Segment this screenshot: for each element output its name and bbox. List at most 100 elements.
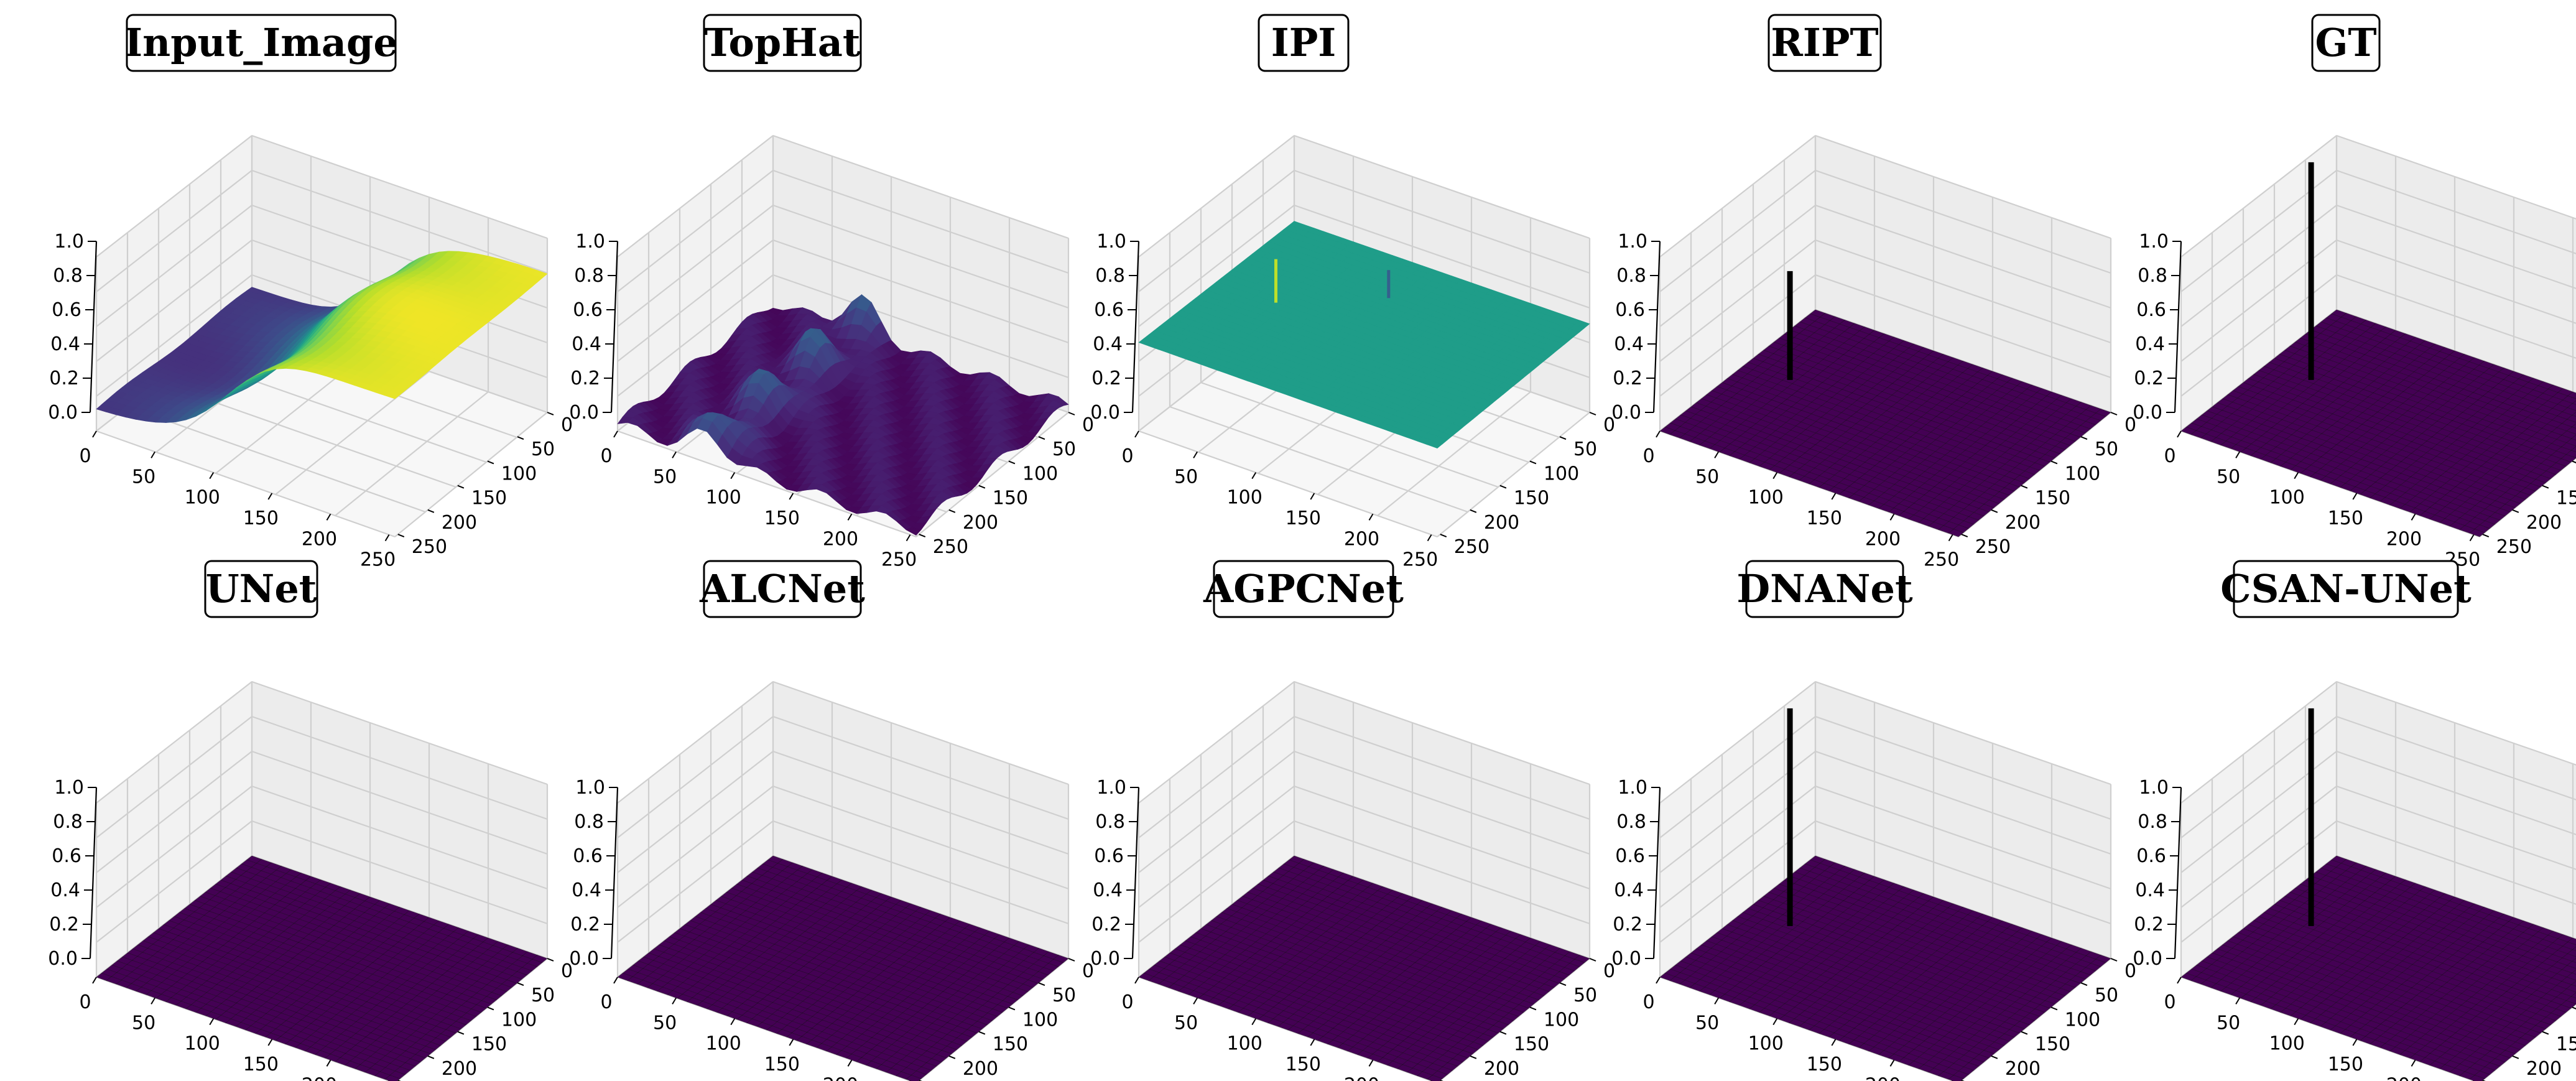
y-tick <box>1559 436 1567 440</box>
x-tick <box>730 1018 736 1026</box>
y-tick <box>948 509 956 513</box>
subplot-title: Input_Image <box>124 14 398 72</box>
z-axis: 0.0 0.2 0.4 0.6 0.8 1.0 <box>1090 777 1140 970</box>
x-tick <box>1134 430 1139 438</box>
z-tick-label: 0.2 <box>1091 368 1121 389</box>
z-tick-label: 0.6 <box>52 299 81 321</box>
y-tick <box>1559 982 1567 986</box>
y-tick <box>2572 1006 2576 1009</box>
z-tick-label: 0.0 <box>48 948 78 970</box>
x-tick-label: 50 <box>132 466 155 488</box>
y-tick <box>1068 412 1075 415</box>
x-tick <box>1310 1039 1315 1046</box>
x-tick-label: 200 <box>302 1074 337 1081</box>
subplot-tophat: TopHat0.00.20.40.60.81.00501001502002500… <box>569 14 1094 571</box>
z-tick-label: 0.2 <box>49 914 79 935</box>
z-tick-label: 0.2 <box>1091 914 1121 935</box>
x-tick <box>789 1039 794 1046</box>
z-tick-label: 0.4 <box>572 879 601 901</box>
y-tick-label: 150 <box>2035 488 2070 509</box>
x-tick <box>209 472 215 480</box>
z-axis: 0.0 0.2 0.4 0.6 0.8 1.0 <box>1611 231 1661 424</box>
x-tick-label: 150 <box>2328 1054 2363 1075</box>
x-tick-label: 100 <box>1227 487 1263 509</box>
x-tick <box>1889 513 1895 521</box>
z-tick-label: 0.4 <box>1093 879 1123 901</box>
z-axis: 0.0 0.2 0.4 0.6 0.8 1.0 <box>2133 231 2182 424</box>
y-tick <box>427 1055 435 1059</box>
x-tick <box>1193 451 1198 458</box>
x-tick <box>2235 997 2240 1004</box>
subplot-title-text: UNet <box>206 566 317 611</box>
z-tick-label: 0.6 <box>1615 299 1645 321</box>
x-tick-label: 50 <box>2217 466 2240 488</box>
z-tick-label: 1.0 <box>1618 777 1647 799</box>
z-tick-label: 0.0 <box>1090 948 1120 970</box>
y-tick-label: 250 <box>2496 536 2532 558</box>
x-tick <box>326 513 331 521</box>
x-tick-label: 200 <box>2386 528 2422 550</box>
y-tick <box>1529 1006 1537 1011</box>
y-tick-label: 150 <box>993 1034 1028 1055</box>
x-tick-label: 100 <box>1227 1033 1263 1055</box>
x-tick <box>2411 1059 2416 1067</box>
y-tick <box>2482 534 2490 538</box>
y-tick <box>2050 460 2058 465</box>
x-tick <box>1368 1059 1374 1067</box>
subplot-title: DNANet <box>1736 560 1913 618</box>
y-tick-label: 100 <box>1022 1009 1058 1031</box>
x-tick <box>1251 472 1257 480</box>
x-tick <box>267 493 273 500</box>
x-tick-label: 200 <box>1865 1074 1901 1081</box>
x-tick <box>1368 513 1374 521</box>
x-tick <box>2177 977 2182 984</box>
x-tick <box>92 977 97 984</box>
z-tick-label: 0.6 <box>52 845 81 867</box>
y-tick-label: 0 <box>2124 414 2136 436</box>
subplot-title-text: Input_Image <box>124 20 398 65</box>
title-box <box>1213 560 1394 618</box>
x-tick <box>151 451 155 458</box>
x-tick-label: 150 <box>1286 508 1321 529</box>
surface <box>1138 855 1590 1081</box>
x-tick <box>2411 513 2416 521</box>
x-tick <box>1134 977 1139 984</box>
subplot-csan-unet: CSAN-UNet0.00.20.40.60.81.00501001502002… <box>2133 560 2576 1081</box>
z-tick-label: 0.6 <box>2136 299 2166 321</box>
z-tick-label: 0.2 <box>570 368 600 389</box>
x-tick-label: 0 <box>600 445 612 467</box>
x-tick-label: 150 <box>764 508 800 529</box>
x-tick <box>1714 997 1719 1004</box>
x-tick <box>1427 534 1432 542</box>
y-tick <box>1038 436 1045 440</box>
x-tick-label: 200 <box>1344 1074 1379 1081</box>
z-tick-label: 0.4 <box>1614 333 1644 355</box>
x-tick <box>1889 1059 1895 1067</box>
x-tick-label: 50 <box>653 466 677 488</box>
y-tick <box>948 1055 956 1059</box>
y-tick-label: 200 <box>442 1058 477 1080</box>
subplot-title: ALCNet <box>699 560 865 618</box>
y-tick-label: 150 <box>471 1034 507 1055</box>
subplot-title-text: DNANet <box>1736 566 1913 611</box>
x-tick <box>2352 1039 2358 1046</box>
y-tick <box>427 509 435 513</box>
z-tick-label: 0.8 <box>574 811 604 833</box>
x-tick-label: 50 <box>2217 1012 2240 1034</box>
z-tick-label: 0.4 <box>50 879 80 901</box>
subplot-ript: RIPT0.00.20.40.60.81.0050100150200250050… <box>1611 14 2136 571</box>
y-tick <box>2542 1031 2549 1035</box>
y-tick-label: 0 <box>1603 414 1615 436</box>
z-axis: 0.0 0.2 0.4 0.6 0.8 1.0 <box>48 777 98 970</box>
y-tick-label: 0 <box>1082 960 1094 982</box>
title-box <box>1258 14 1350 72</box>
y-tick <box>2110 412 2118 415</box>
z-tick-label: 0.0 <box>569 402 599 424</box>
x-tick-label: 50 <box>653 1012 677 1034</box>
z-tick-label: 0.8 <box>1095 811 1125 833</box>
subplot-input-image: Input_Image 0.0 0.2 0.4 0.6 0.8 1.0 0 50 100 150 20… <box>48 14 573 571</box>
z-tick-label: 0.8 <box>53 265 83 287</box>
